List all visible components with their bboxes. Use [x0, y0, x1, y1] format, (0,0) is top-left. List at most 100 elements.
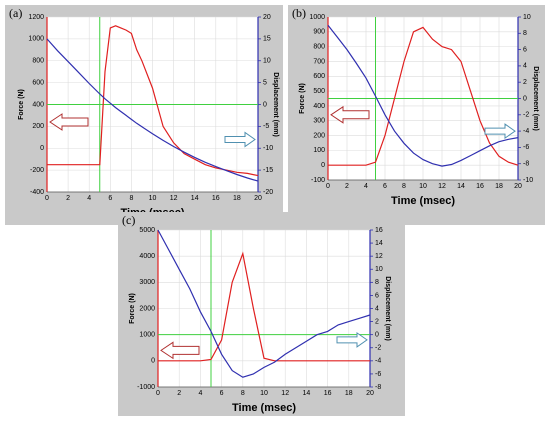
panel-label: (b) [292, 6, 306, 20]
x-tick-label: 8 [129, 195, 133, 202]
y-tick-label: 1200 [28, 14, 44, 21]
y-tick-label: -1000 [137, 384, 155, 391]
panel-label: (a) [9, 6, 22, 20]
x-tick-label: 8 [402, 183, 406, 190]
x-tick-label: 0 [156, 390, 160, 397]
y-tick-label: 800 [32, 58, 44, 65]
displacement-arrow [484, 123, 516, 140]
x-tick-label: 2 [66, 195, 70, 202]
series-line [47, 25, 259, 177]
x-tick-label: 20 [514, 183, 522, 190]
y2-tick-label: -6 [375, 371, 381, 378]
y2-tick-label: 16 [375, 227, 383, 234]
y-tick-label: 900 [313, 29, 325, 36]
y2-tick-label: -4 [375, 358, 381, 365]
y-tick-label: 600 [313, 73, 325, 80]
x-axis-label: Time (msec) [232, 402, 296, 414]
series-line [327, 24, 519, 167]
y-tick-label: 0 [151, 358, 155, 365]
y2-tick-label: 12 [375, 253, 383, 260]
panel-label: (c) [122, 213, 135, 227]
x-tick-label: 10 [260, 390, 268, 397]
y2-tick-label: 6 [375, 292, 379, 299]
y2-tick-label: -8 [523, 161, 529, 168]
x-tick-label: 18 [345, 390, 353, 397]
y2-tick-label: 2 [523, 79, 527, 86]
y-tick-label: 5000 [139, 227, 155, 234]
displacement-arrow [224, 131, 256, 148]
y2-tick-label: -20 [263, 189, 273, 196]
y2-tick-label: 15 [263, 36, 271, 43]
y2-tick-label: -4 [523, 128, 529, 135]
y-tick-label: 2000 [139, 305, 155, 312]
y-tick-label: 300 [313, 118, 325, 125]
force-arrow [49, 113, 89, 131]
x-tick-label: 0 [45, 195, 49, 202]
y-tick-label: -400 [30, 189, 44, 196]
y2-axis-label: Displacement (mm) [532, 66, 539, 131]
y2-tick-label: 6 [523, 46, 527, 53]
x-tick-label: 12 [170, 195, 178, 202]
x-tick-label: 20 [254, 195, 262, 202]
y-axis-label: Force (N) [299, 83, 306, 114]
x-tick-label: 2 [177, 390, 181, 397]
y-axis-label: Force (N) [129, 293, 136, 324]
y2-tick-label: 0 [523, 95, 527, 102]
x-tick-label: 14 [457, 183, 465, 190]
y-tick-label: 100 [313, 147, 325, 154]
y2-tick-label: 0 [263, 101, 267, 108]
y2-tick-label: -15 [263, 167, 273, 174]
y2-tick-label: 14 [375, 240, 383, 247]
x-tick-label: 16 [324, 390, 332, 397]
y2-axis-label: Displacement (mm) [272, 72, 279, 137]
y-tick-label: 1000 [139, 332, 155, 339]
x-tick-label: 6 [383, 183, 387, 190]
y2-axis-label: Displacement (mm) [384, 276, 391, 341]
y2-tick-label: 10 [523, 14, 531, 21]
series-line [158, 251, 370, 362]
x-tick-label: 4 [198, 390, 202, 397]
x-tick-label: 16 [212, 195, 220, 202]
force-arrow [330, 105, 370, 124]
x-tick-label: 12 [438, 183, 446, 190]
y2-tick-label: -10 [263, 145, 273, 152]
y-tick-label: 400 [32, 101, 44, 108]
x-tick-label: 2 [345, 183, 349, 190]
x-tick-label: 18 [495, 183, 503, 190]
x-tick-label: 6 [220, 390, 224, 397]
y2-tick-label: -2 [375, 345, 381, 352]
y-tick-label: 0 [40, 145, 44, 152]
force-arrow [160, 341, 200, 360]
x-tick-label: 10 [149, 195, 157, 202]
y2-tick-label: 4 [375, 305, 379, 312]
series-line [328, 26, 519, 166]
y2-tick-label: 8 [523, 30, 527, 37]
y-tick-label: 200 [32, 123, 44, 130]
x-axis-label: Time (msec) [391, 195, 455, 207]
y-tick-label: 500 [313, 88, 325, 95]
displacement-arrow [336, 331, 368, 348]
y-tick-label: 600 [32, 79, 44, 86]
y2-tick-label: -8 [375, 384, 381, 391]
y2-tick-label: 2 [375, 318, 379, 325]
x-tick-label: 14 [191, 195, 199, 202]
x-tick-label: 12 [281, 390, 289, 397]
y-tick-label: 1000 [309, 14, 325, 21]
y2-tick-label: 5 [263, 79, 267, 86]
y2-tick-label: -10 [523, 177, 533, 184]
x-tick-label: 6 [108, 195, 112, 202]
y-tick-label: 700 [313, 58, 325, 65]
y-tick-label: 1000 [28, 36, 44, 43]
y2-tick-label: 4 [523, 63, 527, 70]
y2-tick-label: 8 [375, 279, 379, 286]
y-axis-label: Force (N) [18, 89, 25, 120]
x-tick-label: 14 [303, 390, 311, 397]
y2-tick-label: 0 [375, 332, 379, 339]
y-tick-label: -100 [311, 177, 325, 184]
y2-tick-label: -6 [523, 144, 529, 151]
y2-tick-label: 10 [375, 266, 383, 273]
y-tick-label: 3000 [139, 279, 155, 286]
y-tick-label: 0 [321, 162, 325, 169]
x-tick-label: 8 [241, 390, 245, 397]
